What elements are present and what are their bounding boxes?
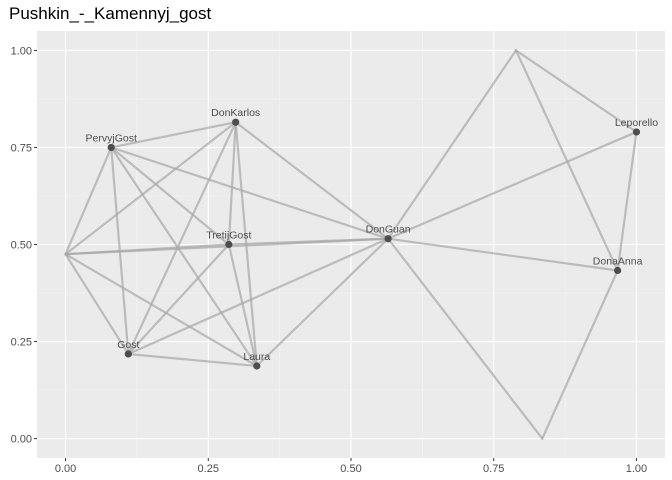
edge-h1-PervyjGost: [64, 146, 113, 256]
chart-title: Pushkin_-_Kamennyj_gost: [9, 4, 212, 23]
edges: [64, 49, 638, 440]
edge-Gost-Laura: [127, 352, 258, 368]
edge-PervyjGost-DonKarlos: [110, 121, 237, 149]
edge-TretijGost-DonGuan: [227, 237, 390, 246]
edge-h2-DonaAnna: [514, 49, 619, 272]
edge-PervyjGost-DonGuan: [110, 146, 390, 240]
x-tick-label: 0.75: [483, 463, 504, 475]
y-tick-label: 0.00: [11, 434, 32, 446]
node-label-Leporello: Leporello: [615, 117, 658, 129]
node-PervyjGost: [107, 143, 115, 152]
edge-Leporello-DonaAnna: [616, 130, 638, 272]
x-tick-label: 0.50: [340, 463, 361, 475]
node-label-PervyjGost: PervyjGost: [86, 132, 137, 144]
edge-DonGuan-DonaAnna: [387, 237, 619, 272]
edge-h1-DonKarlos: [64, 121, 237, 256]
edge-DonaAnna-h3: [541, 269, 619, 440]
edge-PervyjGost-TretijGost: [110, 146, 230, 246]
y-tick-label: 0.75: [11, 142, 32, 154]
node-Leporello: [632, 128, 641, 136]
node-label-DonaAnna: DonaAnna: [593, 256, 643, 268]
node-Laura: [253, 362, 261, 370]
node-TretijGost: [225, 240, 233, 249]
edge-DonGuan-h3: [387, 237, 544, 440]
edge-DonKarlos-TretijGost: [227, 121, 237, 246]
edge-h2-Leporello: [514, 49, 638, 134]
node-labels: PervyjGost DonKarlos TretijGost DonGuan Lepo…: [86, 107, 659, 363]
node-label-TretijGost: TretijGost: [206, 230, 251, 242]
x-tick-label: 1.00: [626, 463, 647, 475]
edge-PervyjGost-Laura: [110, 146, 258, 368]
edge-TretijGost-Laura: [227, 243, 258, 368]
x-axis: 0.00 0.25 0.50 0.75 1.00: [55, 458, 647, 475]
node-label-DonKarlos: DonKarlos: [211, 107, 260, 119]
nodes: [107, 118, 641, 370]
edge-h1-Gost: [64, 253, 130, 356]
edge-DonKarlos-Gost: [127, 121, 237, 356]
node-DonKarlos: [232, 118, 240, 126]
edge-DonGuan-Leporello: [387, 130, 638, 240]
edge-DonGuan-h2: [387, 49, 518, 240]
x-tick-label: 0.25: [198, 463, 219, 475]
node-Gost: [124, 350, 132, 358]
y-tick-label: 0.25: [11, 337, 32, 349]
edge-Gost-DonGuan: [127, 237, 390, 356]
x-tick-label: 0.00: [55, 463, 76, 475]
edge-DonKarlos-DonGuan: [234, 121, 390, 240]
y-tick-label: 0.50: [11, 240, 32, 252]
node-label-DonGuan: DonGuan: [366, 224, 411, 236]
edge-Laura-DonGuan: [255, 237, 390, 368]
y-axis: 0.00 0.25 0.50 0.75 1.00: [11, 45, 37, 446]
y-tick-label: 1.00: [11, 45, 32, 57]
node-label-Gost: Gost: [117, 339, 139, 351]
node-DonaAnna: [614, 266, 622, 275]
node-label-Laura: Laura: [243, 351, 270, 363]
edge-TretijGost-Gost: [127, 243, 230, 356]
edge-h1-Laura: [64, 253, 258, 368]
edge-PervyjGost-Gost: [110, 146, 130, 356]
node-DonGuan: [384, 235, 392, 243]
